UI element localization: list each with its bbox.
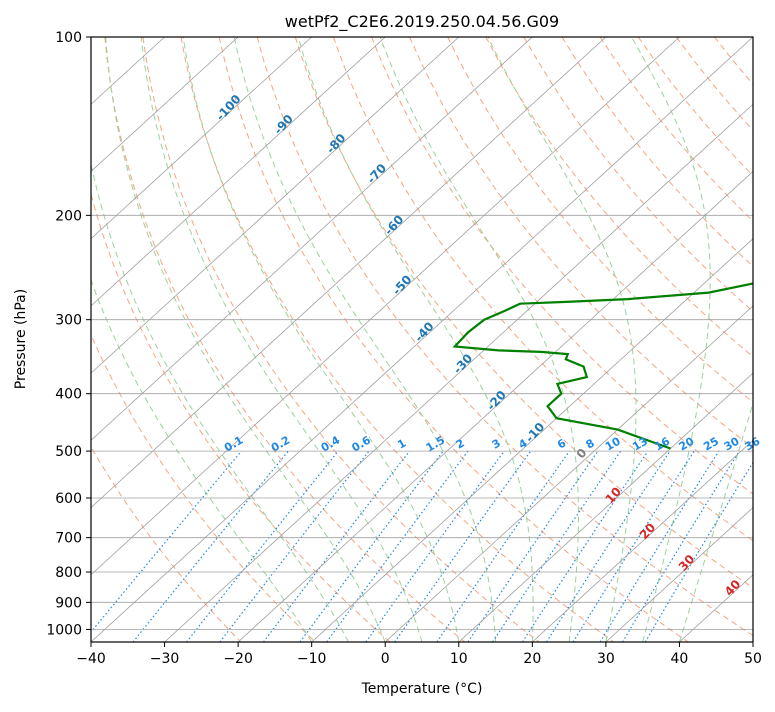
mixing-ratio-line [600, 451, 719, 642]
y-tick-label: 500 [55, 444, 82, 460]
mixing-ratio-line [366, 451, 504, 642]
isotherm-line [0, 37, 385, 642]
x-tick-label: −20 [223, 651, 253, 667]
mixing-ratio-label: 3 [490, 437, 503, 452]
x-tick-label: 30 [597, 651, 615, 667]
mixing-ratio-line [547, 451, 670, 642]
isotherm-label: -10 [523, 420, 548, 445]
mixing-ratio-label: 8 [584, 437, 597, 452]
mixing-ratio-line [437, 451, 570, 642]
mixing-ratio-label: 13 [630, 435, 650, 454]
grid-lines [0, 37, 775, 642]
isotherm-line [0, 37, 312, 642]
mixing-ratio-line [573, 451, 694, 642]
surface-temp-label: 20 [637, 520, 659, 542]
dewpoint-profile [455, 37, 775, 449]
y-tick-label: 900 [55, 595, 82, 611]
isotherm-line [17, 37, 679, 642]
dry-adiabat [372, 37, 775, 642]
mixing-ratio-label: 2 [454, 437, 467, 452]
dry-adiabat [448, 37, 775, 642]
mixing-ratio-line [623, 451, 740, 642]
isotherm-label: -30 [450, 351, 475, 376]
dry-adiabat [524, 37, 775, 642]
x-axis: −40 −30 −20 −10 0 10 20 30 40 50 [76, 642, 762, 667]
mixing-ratio-label: 1 [395, 437, 408, 452]
mixing-ratio-line [264, 451, 410, 642]
isotherm-label: -90 [271, 112, 296, 137]
mixing-ratio-line [133, 451, 288, 642]
mixing-ratio-line [468, 451, 598, 642]
y-tick-label: 600 [55, 491, 82, 507]
dry-adiabat [181, 37, 614, 642]
dry-adiabat [0, 37, 241, 642]
isotherm-line [753, 37, 775, 642]
dry-adiabat [714, 37, 775, 642]
y-tick-label: 200 [55, 208, 82, 224]
dry-adiabat [257, 37, 763, 642]
mixing-ratio-label: 10 [603, 434, 623, 453]
y-axis-label: Pressure (hPa) [13, 289, 29, 389]
moist-adiabat [488, 37, 636, 642]
y-tick-label: 300 [55, 313, 82, 329]
y-tick-label: 400 [55, 387, 82, 403]
isotherm-label: -20 [484, 388, 509, 413]
mixing-ratio-label: 6 [555, 436, 568, 451]
mixing-ratio-label: 16 [652, 434, 672, 453]
mixing-ratio-line [187, 451, 339, 642]
dry-adiabat [143, 37, 539, 642]
x-tick-label: −30 [150, 651, 180, 667]
isotherm-label: -100 [213, 92, 243, 124]
dry-adiabat [410, 37, 775, 642]
x-tick-label: 0 [381, 651, 390, 667]
profile-lines [455, 37, 775, 449]
isotherm-label: -40 [412, 319, 437, 344]
mixing-ratio-line [645, 451, 760, 642]
isotherm-line [165, 37, 775, 642]
x-tick-label: 20 [523, 651, 541, 667]
mixing-ratio-line [327, 451, 468, 642]
y-tick-label: 100 [55, 30, 82, 46]
y-tick-label: 1000 [46, 622, 82, 638]
moist-adiabat [380, 37, 578, 642]
mixing-ratio-line [493, 451, 621, 642]
y-tick-label: 700 [55, 531, 82, 547]
x-tick-label: 10 [450, 651, 468, 667]
isotherm-line [0, 37, 532, 642]
x-tick-label: 40 [671, 651, 689, 667]
isotherm-label: -50 [390, 272, 415, 297]
dry-adiabat [676, 37, 775, 642]
dry-adiabat [638, 37, 775, 642]
mixing-ratio-line [83, 451, 242, 642]
mixing-ratio-line [523, 451, 648, 642]
surface-temp-label: 30 [676, 552, 698, 574]
y-axis: 100 200 300 400 500 600 700 800 900 1000 [46, 30, 91, 638]
mixing-ratio-label: 25 [701, 435, 721, 454]
chart-title: wetPf2_C2E6.2019.250.04.56.G09 [285, 12, 559, 32]
x-tick-label: 50 [744, 651, 762, 667]
dry-adiabat [562, 37, 775, 642]
isotherm-label: -70 [364, 161, 389, 186]
isotherm-label: -80 [324, 131, 349, 156]
dry-adiabat [486, 37, 775, 642]
mixing-ratio-line [220, 451, 369, 642]
surface-temp-label: 40 [722, 577, 744, 599]
x-axis-label: Temperature (°C) [361, 681, 483, 697]
surface-temp-label: 10 [603, 484, 625, 506]
x-tick-label: −10 [297, 651, 327, 667]
x-tick-label: −40 [76, 651, 106, 667]
y-tick-label: 800 [55, 565, 82, 581]
dry-adiabat [753, 37, 775, 642]
